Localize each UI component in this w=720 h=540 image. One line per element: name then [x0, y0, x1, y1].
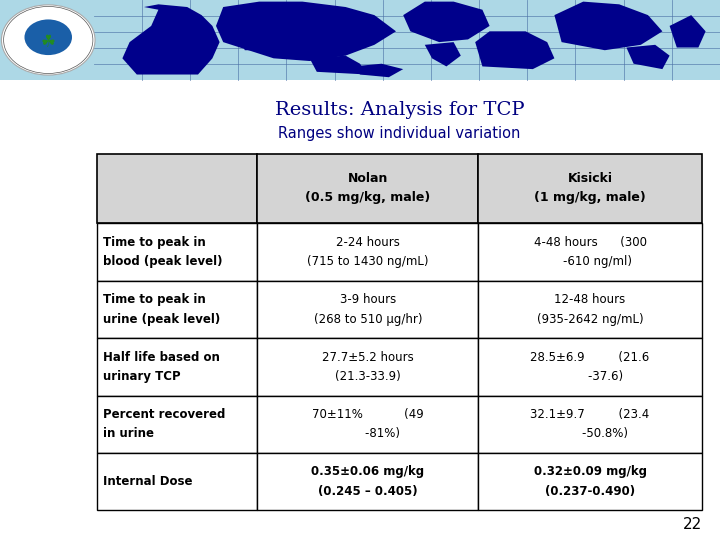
- Bar: [97, 154, 258, 224]
- Polygon shape: [310, 56, 367, 75]
- Bar: [478, 395, 702, 453]
- Text: Time to peak in: Time to peak in: [103, 236, 206, 249]
- Text: 28.5±6.9         (21.6: 28.5±6.9 (21.6: [531, 350, 649, 363]
- Text: Kisicki: Kisicki: [567, 172, 613, 185]
- Bar: [97, 395, 258, 453]
- Polygon shape: [122, 4, 220, 75]
- Text: 22: 22: [683, 517, 702, 532]
- Text: blood (peak level): blood (peak level): [103, 255, 222, 268]
- Text: in urine: in urine: [103, 428, 154, 441]
- Text: Results: Analysis for TCP: Results: Analysis for TCP: [275, 100, 524, 119]
- Bar: [258, 224, 478, 281]
- Text: urinary TCP: urinary TCP: [103, 370, 181, 383]
- Text: (0.5 mg/kg, male): (0.5 mg/kg, male): [305, 191, 431, 204]
- Bar: [258, 154, 478, 224]
- Circle shape: [24, 19, 72, 55]
- Bar: [97, 338, 258, 395]
- Text: 0.32±0.09 mg/kg: 0.32±0.09 mg/kg: [534, 465, 647, 478]
- Polygon shape: [670, 15, 706, 48]
- Bar: [97, 281, 258, 338]
- Bar: [0, 0, 720, 80]
- Text: Half life based on: Half life based on: [103, 350, 220, 363]
- Polygon shape: [554, 2, 662, 50]
- Bar: [258, 453, 478, 510]
- Text: 0.35±0.06 mg/kg: 0.35±0.06 mg/kg: [311, 465, 424, 478]
- Text: 70±11%           (49: 70±11% (49: [312, 408, 424, 421]
- Text: (21.3-33.9): (21.3-33.9): [335, 370, 401, 383]
- Text: (935-2642 ng/mL): (935-2642 ng/mL): [537, 313, 644, 326]
- Text: 2-24 hours: 2-24 hours: [336, 236, 400, 249]
- Text: -50.8%): -50.8%): [552, 428, 628, 441]
- Text: 3-9 hours: 3-9 hours: [340, 293, 396, 306]
- Bar: [478, 281, 702, 338]
- Text: (0.245 – 0.405): (0.245 – 0.405): [318, 485, 418, 498]
- Text: 27.7±5.2 hours: 27.7±5.2 hours: [322, 350, 414, 363]
- Polygon shape: [626, 45, 670, 69]
- Text: Percent recovered: Percent recovered: [103, 408, 225, 421]
- Text: (268 to 510 μg/hr): (268 to 510 μg/hr): [314, 313, 422, 326]
- Text: Nolan: Nolan: [348, 172, 388, 185]
- Bar: [97, 224, 258, 281]
- Polygon shape: [403, 2, 490, 42]
- Text: ☘: ☘: [41, 33, 55, 51]
- Circle shape: [1, 5, 95, 75]
- Text: Time to peak in: Time to peak in: [103, 293, 206, 306]
- Bar: [258, 338, 478, 395]
- Bar: [258, 395, 478, 453]
- Text: Ranges show individual variation: Ranges show individual variation: [279, 126, 521, 141]
- Bar: [478, 453, 702, 510]
- Text: -81%): -81%): [336, 428, 400, 441]
- Text: (0.237-0.490): (0.237-0.490): [545, 485, 635, 498]
- Polygon shape: [238, 18, 259, 50]
- Bar: [258, 281, 478, 338]
- Text: (1 mg/kg, male): (1 mg/kg, male): [534, 191, 646, 204]
- Polygon shape: [216, 2, 396, 61]
- Bar: [478, 154, 702, 224]
- Text: 4-48 hours      (300: 4-48 hours (300: [534, 236, 647, 249]
- Bar: [478, 224, 702, 281]
- Text: -37.6): -37.6): [557, 370, 623, 383]
- Text: Internal Dose: Internal Dose: [103, 475, 192, 488]
- Text: urine (peak level): urine (peak level): [103, 313, 220, 326]
- Text: (715 to 1430 ng/mL): (715 to 1430 ng/mL): [307, 255, 428, 268]
- Text: 32.1±9.7         (23.4: 32.1±9.7 (23.4: [531, 408, 649, 421]
- Polygon shape: [475, 31, 554, 69]
- Text: 12-48 hours: 12-48 hours: [554, 293, 626, 306]
- Text: -610 ng/ml): -610 ng/ml): [548, 255, 632, 268]
- Bar: [97, 453, 258, 510]
- Polygon shape: [353, 64, 403, 77]
- Polygon shape: [425, 42, 461, 66]
- Bar: [478, 338, 702, 395]
